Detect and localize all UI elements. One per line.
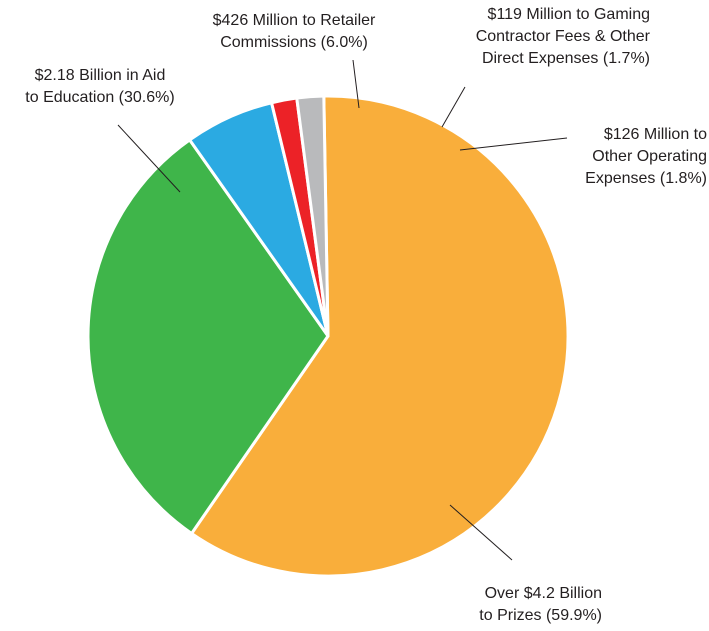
slice-label-line: Expenses (1.8%) xyxy=(585,170,707,187)
slice-label-1: Over $4.2 Billion to Prizes (59.9%) xyxy=(479,585,602,624)
leader-line-3 xyxy=(352,59,360,109)
slice-label-line: Over $4.2 Billion xyxy=(485,585,602,602)
slice-label-line: Direct Expenses (1.7%) xyxy=(482,50,650,67)
pie-slice-1 xyxy=(190,94,570,578)
slice-label-4: $119 Million to Gaming Contractor Fees & … xyxy=(476,6,651,67)
leader-line-1 xyxy=(449,504,513,561)
slice-label-line: Contractor Fees & Other xyxy=(476,28,651,45)
pie-slice-2 xyxy=(86,138,330,535)
leader-line-2 xyxy=(117,124,181,193)
slice-label-line: $119 Million to Gaming xyxy=(488,6,650,23)
slice-label-2: $2.18 Billion in Aid to Education (30.6%) xyxy=(25,67,174,106)
pie-slices xyxy=(86,94,570,578)
leader-line-5 xyxy=(459,137,568,151)
slice-label-3: $426 Million to Retailer Commissions (6.0… xyxy=(213,12,376,51)
slice-label-line: Other Operating xyxy=(592,148,707,165)
leader-lines xyxy=(117,59,568,561)
slice-label-line: $2.18 Billion in Aid xyxy=(35,67,166,84)
slice-label-line: $426 Million to Retailer xyxy=(213,12,376,29)
slice-label-line: to Prizes (59.9%) xyxy=(479,607,602,624)
slice-labels: Over $4.2 Billion to Prizes (59.9%) $2.18 … xyxy=(25,6,707,624)
leader-line-4 xyxy=(441,86,466,128)
pie-slice-5 xyxy=(295,94,330,338)
slice-label-line: to Education (30.6%) xyxy=(25,89,174,106)
slice-label-line: Commissions (6.0%) xyxy=(220,34,368,51)
slice-label-5: $126 Million to Other Operating Expenses (… xyxy=(585,126,707,187)
slice-label-line: $126 Million to xyxy=(604,126,707,143)
